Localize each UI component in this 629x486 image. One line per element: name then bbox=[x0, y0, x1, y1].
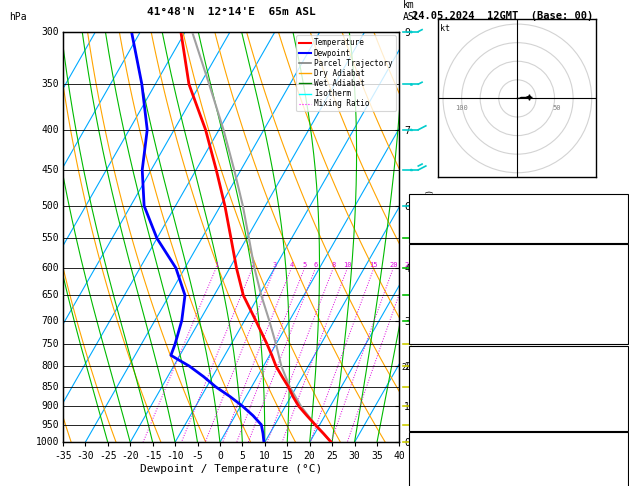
Text: Totals Totals: Totals Totals bbox=[412, 215, 482, 225]
Text: Hodograph: Hodograph bbox=[494, 436, 542, 445]
Text: 1010: 1010 bbox=[604, 360, 625, 369]
Text: θₑ(K): θₑ(K) bbox=[412, 286, 439, 295]
Text: 10: 10 bbox=[343, 262, 352, 268]
Text: 450: 450 bbox=[42, 165, 59, 175]
Text: hPa: hPa bbox=[9, 12, 27, 22]
Text: 500: 500 bbox=[42, 201, 59, 211]
Text: SREH: SREH bbox=[412, 461, 433, 470]
Text: 8: 8 bbox=[331, 262, 335, 268]
Text: 2: 2 bbox=[250, 262, 255, 268]
Text: PW (cm): PW (cm) bbox=[412, 230, 450, 240]
Text: CAPE (J): CAPE (J) bbox=[412, 401, 455, 410]
Text: 800: 800 bbox=[42, 361, 59, 371]
Text: 1: 1 bbox=[214, 262, 218, 268]
Text: 35: 35 bbox=[615, 401, 625, 410]
Text: 400: 400 bbox=[42, 125, 59, 135]
Text: kt: kt bbox=[440, 24, 450, 33]
Text: 50: 50 bbox=[552, 104, 560, 110]
Text: StmDir: StmDir bbox=[412, 476, 444, 485]
Text: CAPE (J): CAPE (J) bbox=[412, 313, 455, 323]
Text: 650: 650 bbox=[42, 290, 59, 300]
Text: 15: 15 bbox=[370, 262, 378, 268]
Text: Lifted Index: Lifted Index bbox=[412, 387, 477, 397]
Legend: Temperature, Dewpoint, Parcel Trajectory, Dry Adiabat, Wet Adiabat, Isotherm, Mi: Temperature, Dewpoint, Parcel Trajectory… bbox=[296, 35, 396, 111]
Text: 600: 600 bbox=[42, 263, 59, 273]
Text: 4: 4 bbox=[620, 461, 625, 470]
Text: 45: 45 bbox=[615, 215, 625, 225]
Text: 850: 850 bbox=[42, 382, 59, 392]
X-axis label: Dewpoint / Temperature (°C): Dewpoint / Temperature (°C) bbox=[140, 464, 322, 474]
Text: Dewp (°C): Dewp (°C) bbox=[412, 273, 460, 282]
Text: 300: 300 bbox=[42, 27, 59, 36]
Text: 24.8: 24.8 bbox=[604, 259, 625, 268]
Text: 0: 0 bbox=[620, 387, 625, 397]
Text: 350: 350 bbox=[42, 79, 59, 89]
Text: 5: 5 bbox=[303, 262, 307, 268]
Text: Pressure (mb): Pressure (mb) bbox=[412, 360, 482, 369]
Text: 24.05.2024  12GMT  (Base: 00): 24.05.2024 12GMT (Base: 00) bbox=[412, 11, 593, 21]
Text: 20: 20 bbox=[389, 262, 398, 268]
Text: 700: 700 bbox=[42, 315, 59, 326]
Text: 319: 319 bbox=[609, 286, 625, 295]
Text: 3: 3 bbox=[273, 262, 277, 268]
Text: θₑ (K): θₑ (K) bbox=[412, 374, 444, 383]
Text: 35: 35 bbox=[615, 313, 625, 323]
Text: 950: 950 bbox=[42, 420, 59, 430]
Text: 1000: 1000 bbox=[35, 437, 59, 447]
Text: 9.8: 9.8 bbox=[609, 273, 625, 282]
Text: CIN (J): CIN (J) bbox=[412, 415, 450, 424]
Text: 25: 25 bbox=[404, 262, 413, 268]
Text: 900: 900 bbox=[42, 401, 59, 411]
Text: 550: 550 bbox=[42, 233, 59, 243]
Text: 6: 6 bbox=[313, 262, 318, 268]
Text: CIN (J): CIN (J) bbox=[412, 327, 450, 336]
Text: 750: 750 bbox=[42, 339, 59, 349]
Text: Surface: Surface bbox=[499, 248, 537, 258]
Text: EH: EH bbox=[412, 447, 423, 456]
Text: 319: 319 bbox=[609, 374, 625, 383]
Text: 4: 4 bbox=[289, 262, 294, 268]
Text: 49: 49 bbox=[615, 415, 625, 424]
Text: Most Unstable: Most Unstable bbox=[483, 349, 554, 359]
Text: 0: 0 bbox=[620, 300, 625, 309]
Text: Temp (°C): Temp (°C) bbox=[412, 259, 460, 268]
Text: 100: 100 bbox=[455, 104, 468, 110]
Text: 285°: 285° bbox=[604, 476, 625, 485]
Text: km
ASL: km ASL bbox=[403, 0, 420, 22]
Text: Mixing Ratio (g/kg): Mixing Ratio (g/kg) bbox=[426, 190, 435, 284]
Text: -1: -1 bbox=[615, 447, 625, 456]
Text: © weatheronline.co.uk: © weatheronline.co.uk bbox=[466, 471, 571, 480]
Text: K: K bbox=[412, 200, 418, 209]
Text: 1.67: 1.67 bbox=[604, 230, 625, 240]
Text: 49: 49 bbox=[615, 327, 625, 336]
Text: Lifted Index: Lifted Index bbox=[412, 300, 477, 309]
Text: 41°48'N  12°14'E  65m ASL: 41°48'N 12°14'E 65m ASL bbox=[147, 7, 316, 17]
Text: 2LCL: 2LCL bbox=[401, 363, 421, 372]
Text: 12: 12 bbox=[615, 200, 625, 209]
